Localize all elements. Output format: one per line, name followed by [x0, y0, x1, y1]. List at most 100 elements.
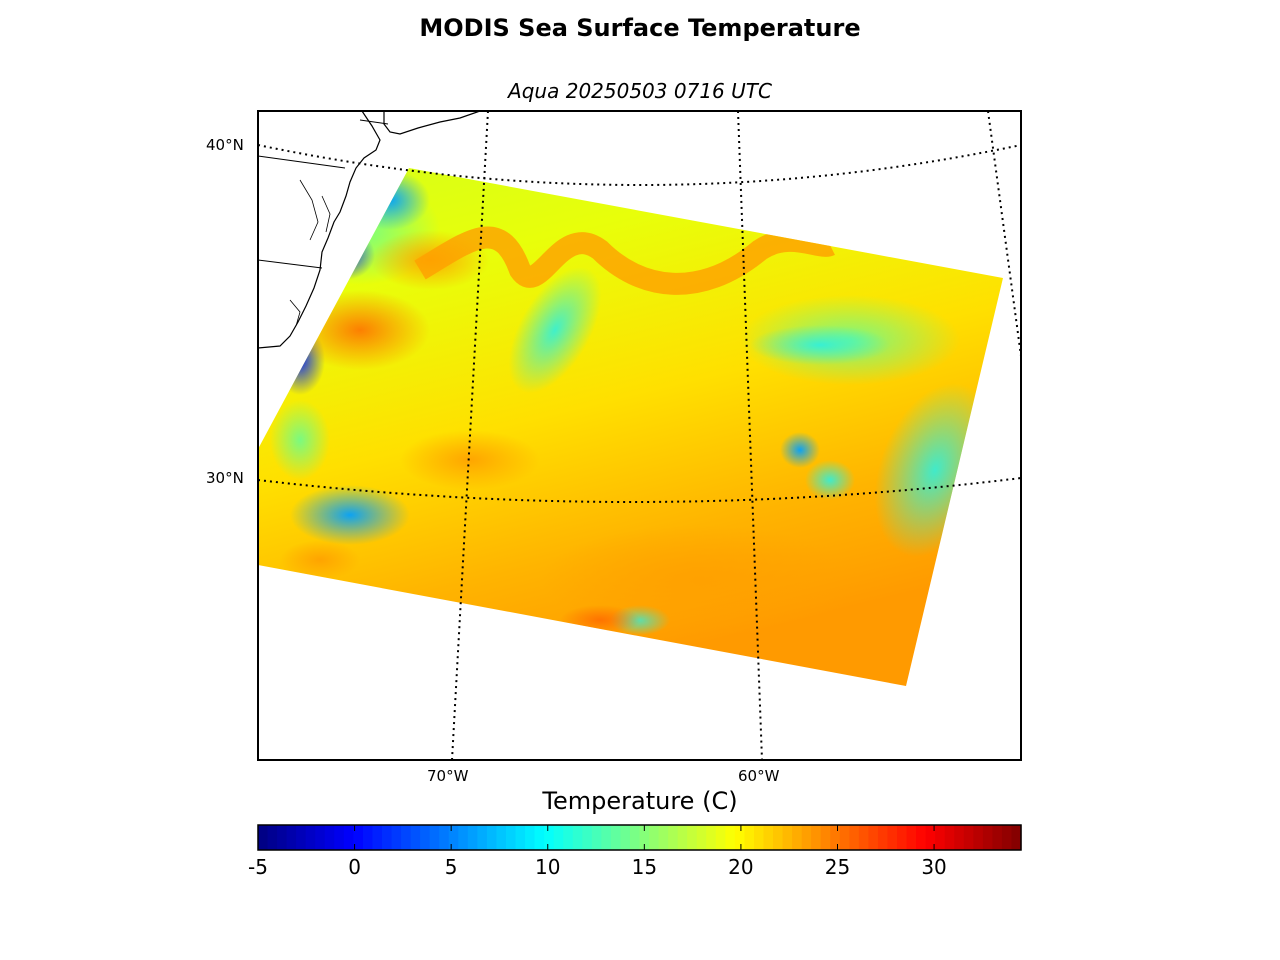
colorbar-segment — [601, 825, 612, 850]
lat-label-40n: 40°N — [206, 136, 244, 154]
colorbar-segment — [553, 825, 564, 850]
colorbar-segment — [935, 825, 946, 850]
colorbar-segment — [963, 825, 974, 850]
colorbar-segment — [343, 825, 354, 850]
colorbar-segment — [668, 825, 679, 850]
colorbar-segment — [620, 825, 631, 850]
colorbar-segment — [734, 825, 746, 850]
colorbar-segment — [982, 825, 993, 850]
state-borders — [258, 119, 389, 269]
colorbar-segment — [696, 825, 707, 850]
colorbar-tick-label: 25 — [824, 855, 851, 879]
colorbar-segment — [381, 825, 393, 850]
colorbar-segment — [534, 825, 545, 850]
colorbar-segment — [658, 825, 669, 850]
lon-label-60w: 60°W — [738, 767, 780, 785]
colorbar-tick-label: 0 — [348, 855, 361, 879]
lat-label-30n: 30°N — [206, 469, 244, 487]
colorbar-segment — [582, 825, 593, 850]
colorbar-segment — [744, 825, 755, 850]
figure-title: MODIS Sea Surface Temperature — [419, 14, 861, 42]
figure-subtitle: Aqua 20250503 0716 UTC — [508, 79, 772, 103]
colorbar-tick-label: 30 — [921, 855, 947, 879]
colorbar-segment — [563, 825, 574, 850]
colorbar-segment — [1011, 825, 1022, 850]
colorbar-segment — [706, 825, 717, 850]
colorbar-segment — [477, 825, 488, 850]
colorbar-segment — [763, 825, 774, 850]
colorbar-segment — [467, 825, 478, 850]
colorbar-segment — [572, 825, 583, 850]
colorbar-segment — [362, 825, 374, 850]
colorbar-segment — [906, 825, 917, 850]
colorbar-segment — [868, 825, 879, 850]
colorbar-segment — [830, 825, 841, 850]
colorbar-segment — [334, 825, 345, 850]
colorbar-segment — [839, 825, 850, 850]
colorbar-segment — [448, 825, 459, 850]
colorbar-segment — [277, 825, 288, 850]
colorbar-segment — [639, 825, 650, 850]
colorbar-segment — [944, 825, 955, 850]
colorbar-segment — [315, 825, 326, 850]
coastline — [258, 111, 381, 349]
colorbar-segment — [887, 825, 898, 850]
colorbar-segment — [305, 825, 316, 850]
colorbar-segment — [677, 825, 688, 850]
colorbar-segment — [515, 825, 526, 850]
colorbar-segment — [1001, 825, 1013, 850]
colorbar-segment — [496, 825, 507, 850]
colorbar-segment — [792, 825, 803, 850]
colorbar-segment — [973, 825, 984, 850]
colorbar-segment — [286, 825, 297, 850]
colorbar-segment — [954, 825, 965, 850]
colorbar-segment — [773, 825, 784, 850]
colorbar-segment — [858, 825, 869, 850]
colorbar-segment — [811, 825, 822, 850]
colorbar-segment — [610, 825, 622, 850]
colorbar-frame — [257, 824, 1022, 851]
colorbar-segment — [715, 825, 726, 850]
colorbar-segment — [458, 825, 469, 850]
colorbar-segment — [401, 825, 412, 850]
colorbar-segment — [782, 825, 793, 850]
lon-label-70w: 70°W — [427, 767, 469, 785]
colorbar-segment — [544, 825, 555, 850]
colorbar-segment — [525, 825, 536, 850]
colorbar-segment — [925, 825, 936, 850]
colorbar-segment — [420, 825, 431, 850]
colorbar-segment — [801, 825, 812, 850]
colorbar-segment — [372, 825, 383, 850]
colorbar-segment — [916, 825, 927, 850]
colorbar-segment — [649, 825, 660, 850]
colorbar-tick-label: 5 — [444, 855, 458, 879]
colorbar-segment — [820, 825, 831, 850]
colorbar-segment — [992, 825, 1003, 850]
colorbar-segment — [591, 825, 602, 850]
colorbar-segment — [429, 825, 440, 850]
colorbar-segment — [849, 825, 860, 850]
colorbar-tick-label: 20 — [728, 855, 754, 879]
colorbar-segment — [258, 825, 269, 850]
colorbar-segment — [296, 825, 307, 850]
land-north — [383, 111, 481, 135]
colorbar-tick-label: 10 — [535, 855, 561, 879]
colorbar-segment — [486, 825, 498, 850]
colorbar-segment — [391, 825, 402, 850]
map-frame — [257, 110, 1022, 761]
colorbar-segment — [629, 825, 641, 850]
colorbar-segment — [410, 825, 421, 850]
colorbar-tick-label: 15 — [631, 855, 658, 879]
colorbar-tick-label: -5 — [248, 855, 268, 879]
colorbar-segment — [687, 825, 698, 850]
colorbar-segment — [353, 825, 364, 850]
colorbar-segment — [267, 825, 278, 850]
colorbar-title: Temperature (C) — [542, 787, 738, 815]
colorbar-segment — [725, 825, 736, 850]
colorbar-segment — [877, 825, 889, 850]
colorbar-segment — [753, 825, 765, 850]
colorbar-segment — [505, 825, 517, 850]
colorbar-segment — [324, 825, 335, 850]
